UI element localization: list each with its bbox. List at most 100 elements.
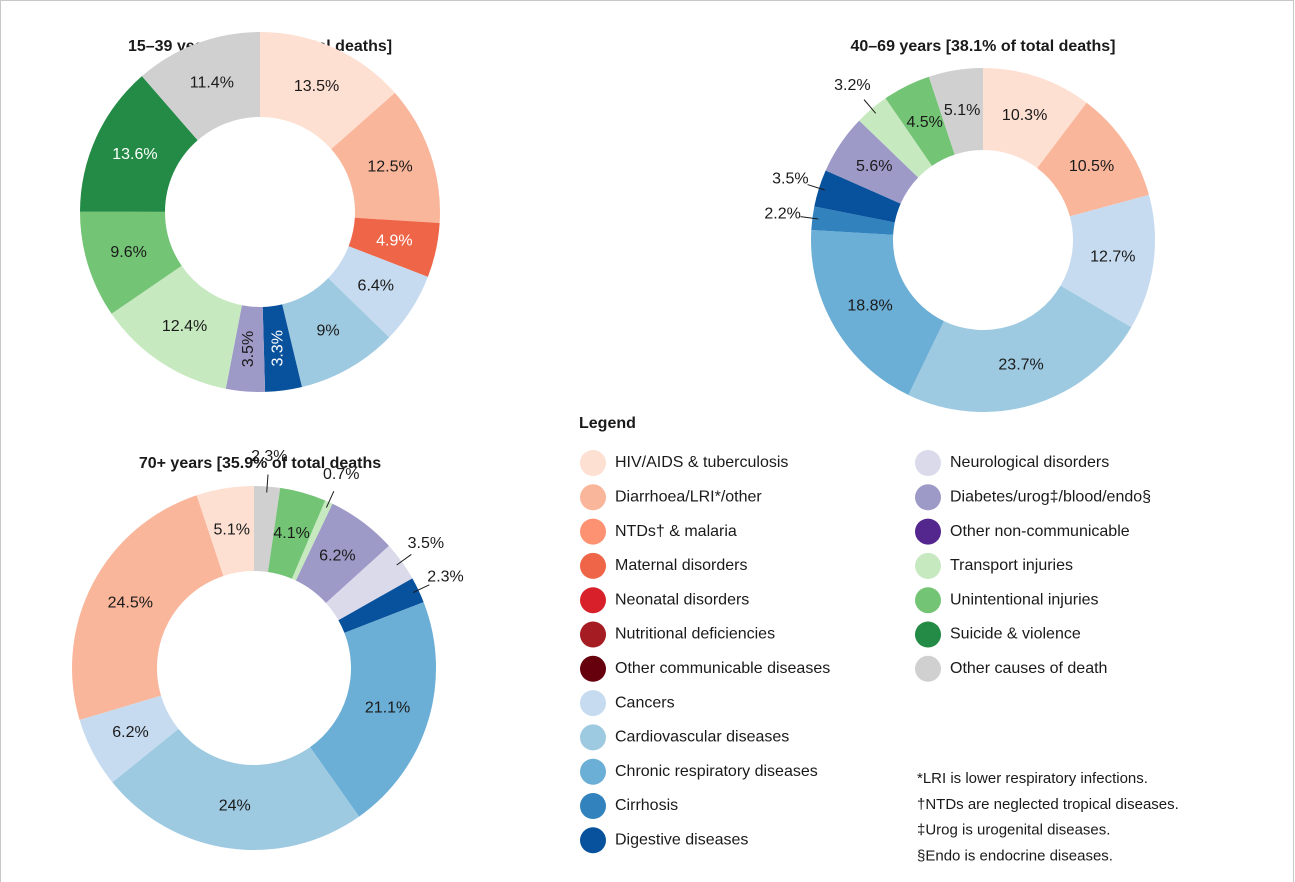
legend-swatch (915, 655, 941, 682)
legend-label: Cardiovascular diseases (615, 729, 789, 746)
value-label: 18.8% (847, 298, 892, 315)
value-label: 23.7% (998, 357, 1043, 374)
donut-segment (859, 98, 932, 178)
footnote: ‡Urog is urogenital diseases. (917, 822, 1110, 839)
value-label: 2.3% (427, 568, 463, 585)
donut-segment (80, 76, 198, 212)
donut-segment (885, 76, 955, 166)
legend-label: Unintentional injuries (950, 591, 1099, 608)
value-label: 5.1% (214, 522, 250, 539)
legend-title: Legend (579, 415, 636, 432)
donut-segment (141, 32, 260, 141)
donut-segment (908, 285, 1132, 413)
leader-line (807, 184, 825, 191)
value-label: 12.7% (1090, 249, 1135, 266)
donut-segment (295, 503, 389, 603)
leader-line (266, 474, 269, 493)
leader-line (412, 584, 430, 594)
leader-line (863, 99, 877, 114)
donut-segment (811, 206, 895, 235)
value-label: 9% (317, 323, 340, 340)
legend-label: Digestive diseases (615, 832, 748, 849)
footnote: †NTDs are neglected tropical diseases. (917, 796, 1179, 813)
value-label: 4.9% (376, 233, 412, 250)
value-label: 4.5% (906, 114, 942, 131)
donut-segment (348, 217, 440, 277)
donut-segment (225, 305, 266, 392)
donut-segment (825, 120, 919, 204)
value-label: 3.5% (772, 170, 808, 187)
value-label: 24% (219, 797, 251, 814)
donut-segment (1037, 102, 1149, 217)
legend-label: Diabetes/urog‡/blood/endo§ (950, 489, 1151, 506)
legend-swatch (580, 827, 606, 854)
legend-swatch (915, 484, 941, 511)
legend-label: Neurological disorders (950, 454, 1109, 471)
legend-swatch (580, 621, 606, 648)
legend-swatch (915, 450, 941, 476)
leader-line (325, 490, 335, 508)
donut-segment (112, 728, 360, 850)
value-label: 0.7% (323, 466, 359, 483)
legend-swatch (915, 552, 941, 579)
legend-swatch (580, 587, 606, 614)
legend-swatch (915, 621, 941, 648)
donut-segment (282, 278, 390, 388)
legend-swatch (915, 587, 941, 614)
value-label: 3.2% (834, 77, 870, 94)
value-label: 6.2% (112, 724, 148, 741)
value-label: 3.5% (240, 331, 257, 367)
value-label: 10.3% (1002, 107, 1047, 124)
leader-line (800, 216, 819, 220)
value-label: 2.3% (251, 448, 287, 465)
value-label: 9.6% (110, 244, 146, 261)
value-label: 5.1% (944, 102, 980, 119)
legend-label: Other non-communicable (950, 523, 1130, 540)
legend-label: NTDs† & malaria (615, 523, 737, 540)
leader-line (396, 554, 412, 566)
donut-segment (325, 545, 413, 621)
legend-label: Maternal disorders (615, 557, 748, 574)
donut-segment (983, 68, 1087, 169)
legend-label: Diarrhoea/LRI*/other (615, 489, 762, 506)
donut-segment (260, 32, 395, 150)
donut-segment (262, 304, 302, 392)
value-label: 6.4% (358, 277, 394, 294)
donut-segment (811, 230, 944, 395)
donut-segment (928, 68, 983, 155)
donut-segment (328, 246, 428, 338)
legend-label: Nutritional deficiencies (615, 626, 775, 643)
value-label: 13.6% (112, 146, 157, 163)
donut-segment (310, 602, 436, 817)
legend-label: Suicide & violence (950, 626, 1081, 643)
donut-segment (814, 170, 901, 223)
value-label: 21.1% (365, 699, 410, 716)
donut-segment (196, 486, 254, 576)
chart-title: 70+ years [35.9% of total deaths (139, 455, 381, 472)
value-label: 13.5% (294, 78, 339, 95)
legend-swatch (580, 793, 606, 819)
value-label: 2.2% (764, 206, 800, 223)
donut-segment (291, 500, 333, 581)
legend-swatch (580, 690, 606, 717)
legend-label: Cancers (615, 694, 675, 711)
value-label: 24.5% (108, 595, 153, 612)
legend-swatch (580, 655, 606, 682)
legend-label: Neonatal disorders (615, 591, 749, 608)
value-label: 11.4% (190, 74, 234, 91)
value-label: 4.1% (273, 525, 309, 542)
legend-label: Chronic respiratory diseases (615, 763, 818, 780)
legend-label: Transport injuries (950, 557, 1073, 574)
donut-segment (1060, 194, 1155, 328)
chart-title: 40–69 years [38.1% of total deaths] (850, 38, 1115, 55)
legend-swatch (915, 518, 941, 545)
footnote: *LRI is lower respiratory infections. (917, 770, 1148, 787)
donut-segment (331, 92, 440, 224)
donut-segment (79, 695, 179, 783)
legend-swatch (580, 758, 606, 785)
donut-segment (267, 487, 326, 579)
donut-segment (72, 495, 224, 720)
legend-label: Cirrhosis (615, 797, 678, 814)
